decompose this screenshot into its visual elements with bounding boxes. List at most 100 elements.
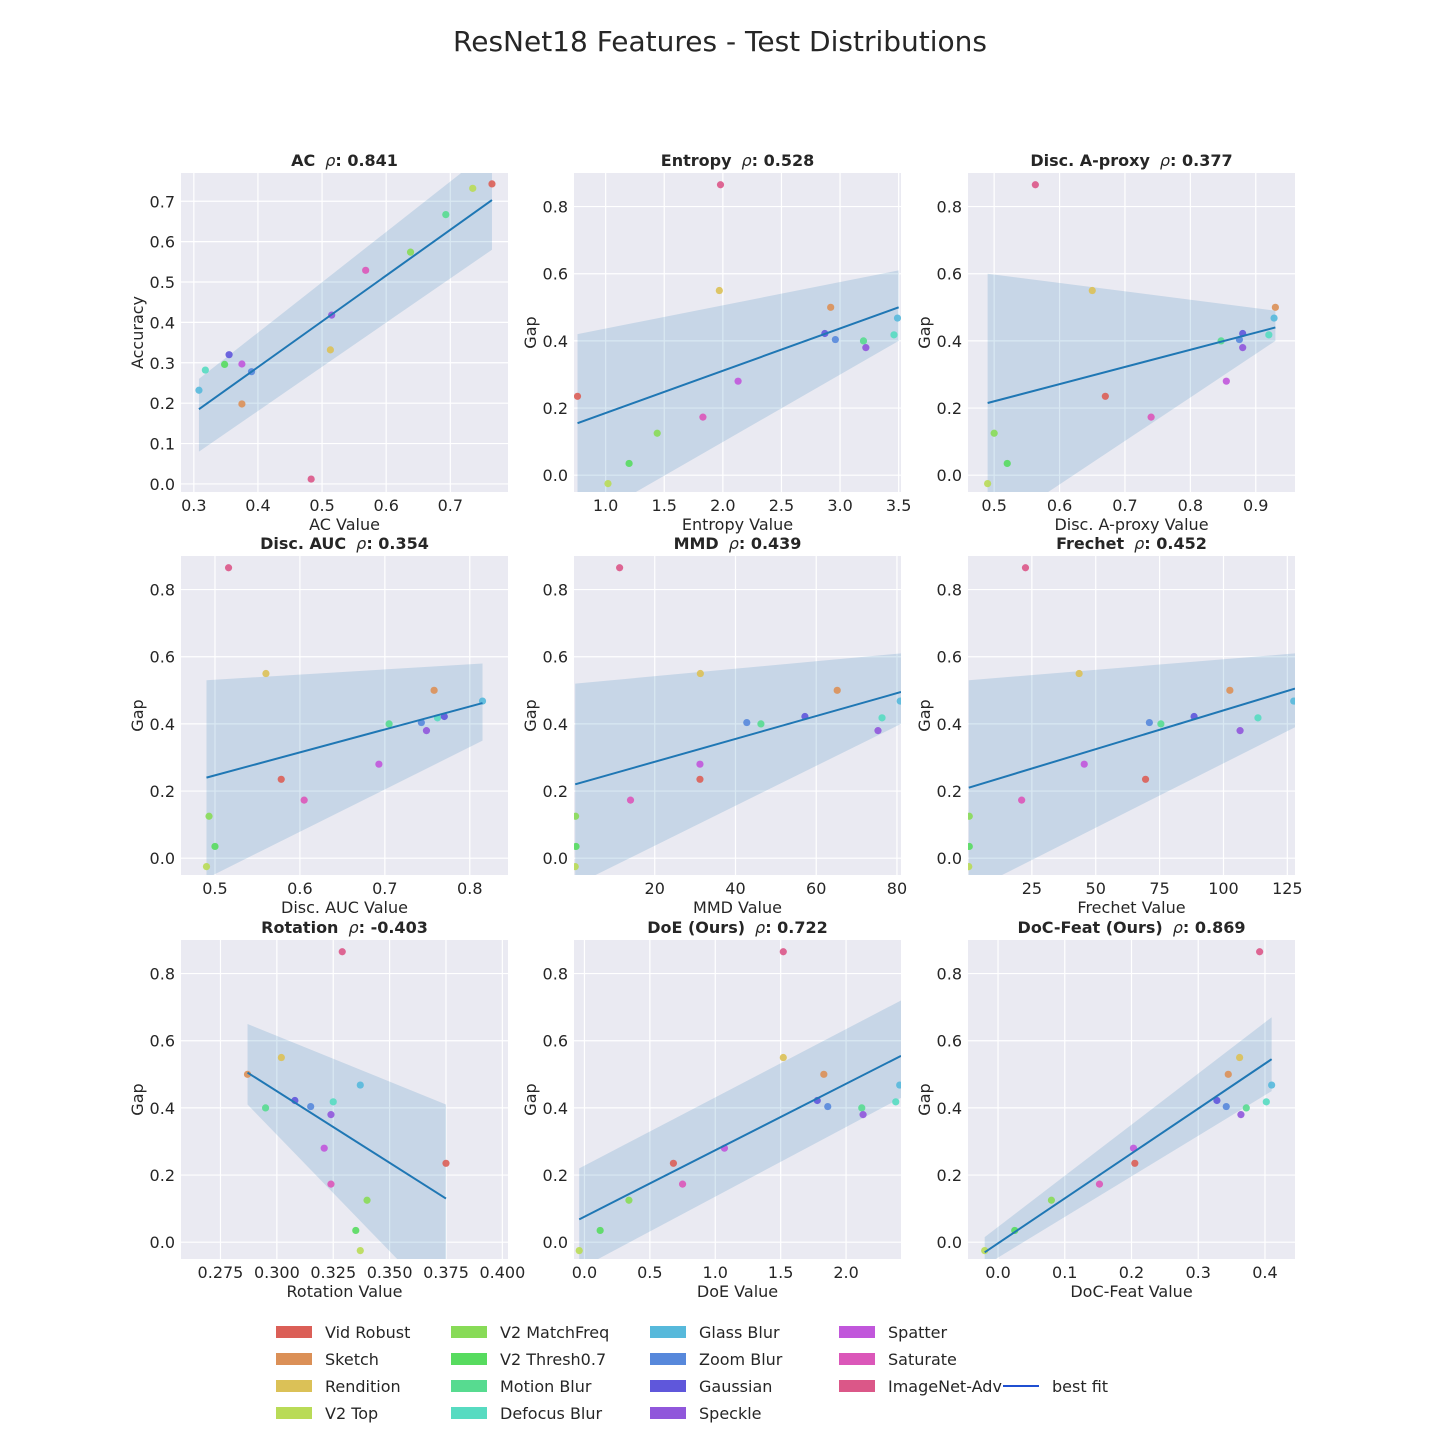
x-tick-label: 100 xyxy=(1208,879,1239,898)
plot-content xyxy=(968,564,1295,875)
x-tick-label: 0.7 xyxy=(372,879,397,898)
data-point xyxy=(1256,948,1264,956)
confidence-band xyxy=(984,1017,1272,1259)
data-point xyxy=(1147,413,1155,421)
legend-entry: Vid Robust xyxy=(276,1323,410,1342)
y-axis-label: Gap xyxy=(521,1083,540,1115)
confidence-band xyxy=(206,663,483,875)
fit-line xyxy=(198,199,493,411)
data-point xyxy=(596,1226,604,1235)
y-tick-label: 0.2 xyxy=(543,1166,568,1185)
data-point xyxy=(892,1098,900,1106)
data-point xyxy=(1254,714,1262,722)
y-tick-label: 0.2 xyxy=(150,782,175,801)
rho-value: 0.841 xyxy=(347,151,398,170)
data-point xyxy=(984,480,992,488)
data-point xyxy=(327,1180,335,1188)
data-point xyxy=(1236,727,1244,735)
confidence-band xyxy=(247,1023,446,1259)
legend-swatch xyxy=(276,1380,312,1392)
subplot: 1.0 1.5 2.0 2.5 3.0 3.5 0.0 0.2 0.4 0.6 0.8 Entropy… xyxy=(521,151,911,534)
rho-value: 0.722 xyxy=(777,918,828,937)
y-tick-label: 0.0 xyxy=(150,849,175,868)
legend-label: V2 Top xyxy=(325,1404,378,1423)
legend-label: V2 Thresh0.7 xyxy=(500,1350,606,1369)
data-point xyxy=(442,210,450,219)
legend-entry: Gaussian xyxy=(650,1377,772,1396)
data-point xyxy=(243,1070,252,1078)
legend-label: Zoom Blur xyxy=(699,1350,783,1369)
subplot-title-name: Disc. A-proxy xyxy=(1030,151,1150,170)
data-point xyxy=(1031,181,1039,189)
data-point xyxy=(699,413,707,421)
confidence-band xyxy=(575,653,901,875)
legend-label: Rendition xyxy=(325,1377,401,1396)
fit-line xyxy=(984,1058,1273,1254)
y-tick-label: 0.0 xyxy=(937,466,962,485)
data-point xyxy=(406,248,415,256)
data-point xyxy=(327,1111,335,1119)
x-tick-label: 50 xyxy=(1086,879,1106,898)
data-point xyxy=(616,564,624,572)
plot-area xyxy=(181,556,508,875)
data-point xyxy=(858,1104,866,1112)
confidence-band xyxy=(987,273,1276,492)
x-tick-label: 0.6 xyxy=(373,496,398,515)
y-tick-label: 0.8 xyxy=(937,965,962,984)
data-point xyxy=(430,686,438,694)
data-point xyxy=(195,386,203,394)
legend-entry: Speckle xyxy=(650,1404,762,1423)
data-point xyxy=(1265,331,1273,339)
rho-value: 0.869 xyxy=(1195,918,1246,937)
data-point xyxy=(221,360,229,368)
y-tick-label: 0.6 xyxy=(543,648,568,667)
x-tick-label: 0.2 xyxy=(1119,1263,1144,1282)
plot-content xyxy=(243,948,450,1259)
y-tick-label: 0.0 xyxy=(937,849,962,868)
x-tick-label: 1.0 xyxy=(703,1263,728,1282)
y-tick-label: 0.4 xyxy=(150,313,175,332)
data-point xyxy=(225,351,233,359)
data-point xyxy=(238,360,246,368)
data-point xyxy=(757,720,765,728)
x-tick-label: 60 xyxy=(806,879,826,898)
x-tick-label: 0.8 xyxy=(1178,496,1203,515)
y-tick-label: 0.0 xyxy=(150,1233,175,1252)
legend-swatch xyxy=(650,1407,686,1419)
x-tick-label: 0.0 xyxy=(572,1263,597,1282)
x-tick-label: 0.375 xyxy=(423,1263,469,1282)
data-point xyxy=(1236,1053,1244,1062)
x-tick-label: 0.3 xyxy=(181,496,206,515)
legend-label: Gaussian xyxy=(699,1377,772,1396)
y-tick-label: 0.2 xyxy=(543,399,568,418)
data-point xyxy=(574,863,579,871)
y-axis-label: Gap xyxy=(128,1083,147,1115)
y-tick-label: 0.0 xyxy=(150,475,175,494)
data-point xyxy=(874,727,882,735)
data-point xyxy=(653,429,661,437)
legend-swatch xyxy=(839,1326,875,1338)
x-tick-label: 0.5 xyxy=(981,496,1006,515)
y-tick-label: 0.4 xyxy=(543,715,568,734)
plot-content xyxy=(195,173,496,483)
data-point xyxy=(625,1196,633,1204)
data-point xyxy=(1224,1070,1232,1078)
legend-label: Spatter xyxy=(888,1323,948,1342)
subplot: 0.5 0.6 0.7 0.8 0.0 0.2 0.4 0.6 0.8 Disc. AUC ρ: 0… xyxy=(128,534,508,917)
legend-swatch xyxy=(839,1380,875,1392)
data-point xyxy=(329,1098,337,1106)
data-point xyxy=(743,718,751,727)
data-point xyxy=(1262,1098,1270,1106)
legend-label: V2 MatchFreq xyxy=(500,1323,609,1342)
data-point xyxy=(890,331,898,339)
subplot-title: Frechet ρ: 0.452 xyxy=(1056,534,1207,553)
rho-value: -0.403 xyxy=(371,918,428,937)
subplot-title-name: Entropy xyxy=(661,151,732,170)
data-point xyxy=(469,184,477,192)
data-point xyxy=(626,796,635,804)
data-point xyxy=(1095,1180,1104,1188)
x-tick-label: 3.5 xyxy=(886,496,911,515)
data-point xyxy=(981,1247,989,1255)
rho-colon: : xyxy=(1144,534,1156,553)
fit-line xyxy=(246,1071,447,1200)
